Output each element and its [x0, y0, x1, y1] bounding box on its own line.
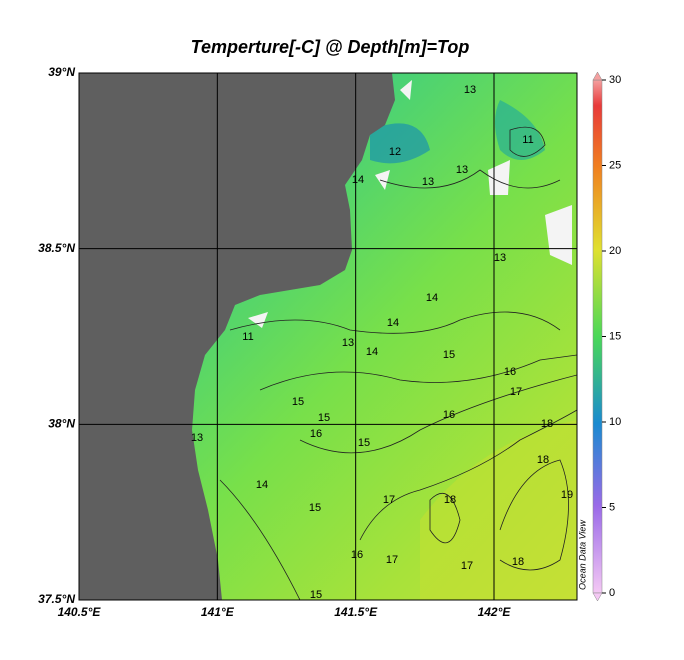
contour-label: 15 [318, 412, 330, 424]
y-tick-label: 38.5°N [38, 241, 75, 255]
colorbar-arrow [592, 592, 603, 602]
contour-label: 16 [351, 549, 363, 561]
contour-label: 14 [387, 317, 399, 329]
contour-label: 15 [310, 589, 322, 601]
y-tick-label: 37.5°N [38, 592, 75, 606]
contour-line [429, 493, 461, 544]
contour-label: 17 [510, 386, 522, 398]
colorbar [592, 79, 603, 594]
contour-label: 11 [522, 134, 533, 146]
contour-label: 15 [309, 502, 321, 514]
contour-label: 18 [541, 418, 553, 430]
cold-patch [370, 123, 430, 164]
colorbar-label: 0 [609, 587, 615, 599]
contour-label: 16 [443, 409, 455, 421]
y-tick-label: 39°N [48, 65, 75, 79]
contour-label: 13 [456, 164, 468, 176]
colorbar-label: 10 [609, 416, 621, 428]
contour-line [259, 354, 577, 391]
contour-label: 13 [494, 252, 506, 264]
contour-label: 17 [461, 560, 473, 572]
contour-label: 13 [422, 176, 434, 188]
contour-label: 18 [444, 494, 456, 506]
warm-patch [420, 420, 577, 600]
contour-label: 13 [191, 432, 203, 444]
watermark: Ocean Data View [577, 520, 587, 590]
cold-patch [495, 100, 545, 160]
map-area [79, 73, 577, 600]
contour-label: 16 [310, 428, 322, 440]
contour-label: 15 [358, 437, 370, 449]
x-tick-label: 142°E [478, 605, 512, 619]
contour-label: 16 [504, 366, 516, 378]
contour-label: 19 [561, 489, 573, 501]
contour-label: 18 [537, 454, 549, 466]
colorbar-label: 25 [609, 159, 621, 171]
contour-line [299, 374, 577, 454]
contour-label: 17 [383, 494, 395, 506]
x-tick-label: 141.5°E [334, 605, 378, 619]
land [79, 73, 395, 600]
contour-line [219, 479, 301, 600]
contour-label: 15 [292, 396, 304, 408]
colorbar-label: 5 [609, 501, 615, 513]
contour-label: 13 [464, 84, 476, 96]
x-tick-label: 140.5°E [58, 605, 102, 619]
contour-line [379, 169, 561, 189]
contour-label: 14 [256, 479, 268, 491]
colorbar-label: 30 [609, 74, 621, 86]
contour-line [509, 126, 546, 157]
contour-label: 12 [389, 146, 401, 158]
contour-label: 15 [443, 349, 455, 361]
contour-line [229, 311, 561, 334]
contour-label: 13 [342, 337, 354, 349]
contour-line [499, 459, 569, 571]
y-tick-label: 38°N [48, 417, 75, 431]
contour-label: 17 [386, 554, 398, 566]
x-tick-label: 141°E [201, 605, 235, 619]
contour-label: 11 [242, 331, 253, 343]
contour-label: 14 [352, 174, 364, 186]
colorbar-label: 20 [609, 245, 621, 257]
contour-label: 18 [512, 556, 524, 568]
colorbar-arrow [592, 71, 603, 81]
map-title: Temperture[-C] @ Depth[m]=Top [191, 37, 470, 57]
contour-label: 14 [366, 346, 378, 358]
contour-label: 14 [426, 292, 438, 304]
colorbar-label: 15 [609, 330, 621, 342]
